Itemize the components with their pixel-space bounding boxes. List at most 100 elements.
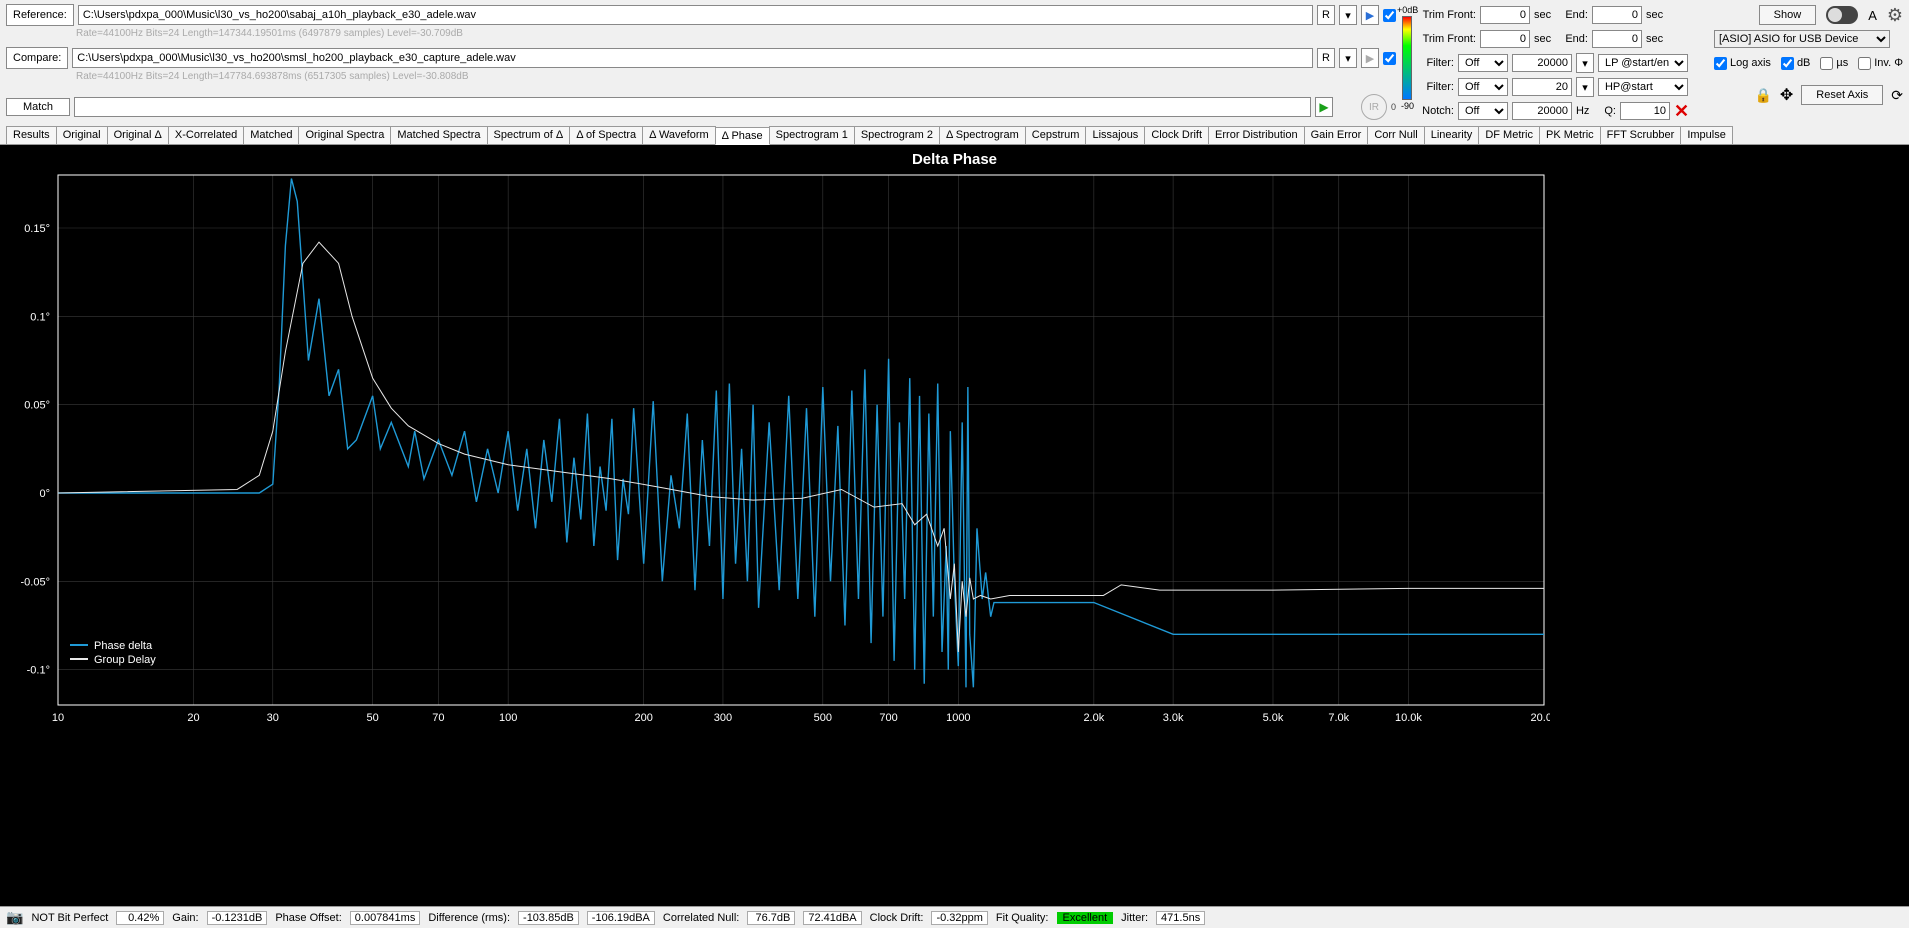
reference-dropdown-button[interactable]: ▾ — [1339, 5, 1357, 25]
theme-toggle[interactable] — [1826, 6, 1858, 24]
log-axis-checkbox[interactable]: Log axis — [1714, 57, 1771, 70]
compare-channel-button[interactable]: R — [1317, 48, 1335, 68]
us-checkbox[interactable]: µs — [1820, 57, 1848, 70]
tab-matched[interactable]: Matched — [243, 126, 299, 144]
svg-text:0.1°: 0.1° — [30, 311, 50, 323]
filter1-dropdown[interactable]: ▾ — [1576, 53, 1594, 73]
filter2-type-select[interactable]: HP@start — [1598, 78, 1688, 96]
ref-trim-end-input[interactable] — [1592, 6, 1642, 24]
inv-phi-checkbox[interactable]: Inv. Φ — [1858, 57, 1903, 70]
show-button[interactable]: Show — [1759, 5, 1817, 25]
tab-impulse[interactable]: Impulse — [1680, 126, 1733, 144]
match-button[interactable]: Match — [6, 98, 70, 116]
zero-degree-label: 0 — [1391, 102, 1396, 112]
tab-spectrogram-1[interactable]: Spectrogram 1 — [769, 126, 855, 144]
filter1-type-select[interactable]: LP @start/enc — [1598, 54, 1688, 72]
notch-clear-button[interactable]: ✕ — [1674, 101, 1689, 122]
svg-text:Phase delta: Phase delta — [94, 640, 153, 652]
tab--phase[interactable]: Δ Phase — [715, 127, 770, 145]
tab-gain-error[interactable]: Gain Error — [1304, 126, 1369, 144]
svg-text:100: 100 — [499, 712, 517, 724]
compare-play-button[interactable]: ▶ — [1361, 48, 1379, 68]
clock-drift-label: Clock Drift: — [870, 912, 924, 924]
corr2-value: 72.41dBA — [803, 911, 861, 925]
notch-mode-select[interactable]: Off — [1458, 102, 1508, 120]
diff1-value: -103.85dB — [518, 911, 579, 925]
q-value-input[interactable] — [1620, 102, 1670, 120]
tab-lissajous[interactable]: Lissajous — [1085, 126, 1145, 144]
chart-area[interactable]: Delta Phase -0.1°-0.05°0°0.05°0.1°0.15°1… — [0, 145, 1909, 906]
settings-icon[interactable]: ⚙ — [1887, 5, 1903, 26]
pct-value: 0.42% — [116, 911, 164, 925]
reference-label: Reference: — [6, 4, 74, 26]
fit-quality-value: Excellent — [1057, 912, 1114, 924]
compare-enable-checkbox[interactable] — [1383, 52, 1396, 65]
tab-original[interactable]: Original — [56, 126, 108, 144]
reference-channel-button[interactable]: R — [1317, 5, 1335, 25]
top-panel: Reference: R ▾ ▶ Rate=44100Hz Bits=24 Le… — [0, 0, 1909, 124]
svg-text:-0.1°: -0.1° — [27, 665, 50, 677]
match-input[interactable] — [74, 97, 1311, 117]
db-checkbox[interactable]: dB — [1781, 57, 1810, 70]
lock-icon[interactable]: 🔒 — [1754, 87, 1771, 104]
compare-meta: Rate=44100Hz Bits=24 Length=147784.69387… — [6, 71, 1396, 82]
gain-value: -0.1231dB — [207, 911, 268, 925]
tab-error-distribution[interactable]: Error Distribution — [1208, 126, 1305, 144]
tab-corr-null[interactable]: Corr Null — [1367, 126, 1424, 144]
compare-dropdown-button[interactable]: ▾ — [1339, 48, 1357, 68]
reference-row: Reference: R ▾ ▶ — [6, 4, 1396, 26]
tab-spectrogram-2[interactable]: Spectrogram 2 — [854, 126, 940, 144]
camera-icon[interactable]: 📷 — [6, 909, 23, 926]
filter1-mode-select[interactable]: Off — [1458, 54, 1508, 72]
reference-enable-checkbox[interactable] — [1383, 9, 1396, 22]
svg-text:0°: 0° — [39, 488, 50, 500]
svg-text:200: 200 — [634, 712, 652, 724]
cmp-trim-front-input[interactable] — [1480, 30, 1530, 48]
notch-value-input[interactable] — [1512, 102, 1572, 120]
corr-null-label: Correlated Null: — [663, 912, 739, 924]
reference-path-input[interactable] — [78, 5, 1313, 25]
tab--of-spectra[interactable]: Δ of Spectra — [569, 126, 643, 144]
tab-cepstrum[interactable]: Cepstrum — [1025, 126, 1087, 144]
tab-clock-drift[interactable]: Clock Drift — [1144, 126, 1209, 144]
a-label: A — [1868, 8, 1877, 23]
tab-results[interactable]: Results — [6, 126, 57, 144]
tab-linearity[interactable]: Linearity — [1424, 126, 1480, 144]
meter-top-label: +0dB — [1397, 5, 1418, 15]
match-play-button[interactable]: ▶ — [1315, 97, 1333, 117]
filter2-value-input[interactable] — [1512, 78, 1572, 96]
ir-button[interactable]: IR — [1361, 94, 1387, 120]
crosshair-icon[interactable]: ✥ — [1780, 85, 1793, 105]
filter1-value-input[interactable] — [1512, 54, 1572, 72]
filter2-dropdown[interactable]: ▾ — [1576, 77, 1594, 97]
phase-offset-value: 0.007841ms — [350, 911, 421, 925]
tab-matched-spectra[interactable]: Matched Spectra — [390, 126, 487, 144]
compare-path-input[interactable] — [72, 48, 1313, 68]
filter1-label: Filter: — [1422, 57, 1454, 69]
delta-phase-plot: -0.1°-0.05°0°0.05°0.1°0.15°1020305070100… — [0, 145, 1550, 735]
filter2-mode-select[interactable]: Off — [1458, 78, 1508, 96]
svg-text:-0.05°: -0.05° — [21, 576, 50, 588]
tab-original-[interactable]: Original Δ — [107, 126, 169, 144]
tab-pk-metric[interactable]: PK Metric — [1539, 126, 1601, 144]
notch-label: Notch: — [1422, 105, 1454, 117]
reload-icon[interactable]: ⟳ — [1891, 87, 1903, 104]
trim-front-label-2: Trim Front: — [1422, 33, 1476, 45]
svg-text:700: 700 — [879, 712, 897, 724]
reset-axis-button[interactable]: Reset Axis — [1801, 85, 1883, 105]
end-label-1: End: — [1560, 9, 1588, 21]
cmp-trim-end-input[interactable] — [1592, 30, 1642, 48]
ref-trim-front-input[interactable] — [1480, 6, 1530, 24]
tab--waveform[interactable]: Δ Waveform — [642, 126, 716, 144]
svg-text:500: 500 — [814, 712, 832, 724]
tab-original-spectra[interactable]: Original Spectra — [298, 126, 391, 144]
tab-spectrum-of-[interactable]: Spectrum of Δ — [487, 126, 571, 144]
fit-quality-label: Fit Quality: — [996, 912, 1049, 924]
audio-device-select[interactable]: [ASIO] ASIO for USB Device — [1714, 30, 1890, 48]
tab-x-correlated[interactable]: X-Correlated — [168, 126, 244, 144]
reference-play-button[interactable]: ▶ — [1361, 5, 1379, 25]
tab--spectrogram[interactable]: Δ Spectrogram — [939, 126, 1026, 144]
status-bar: 📷 NOT Bit Perfect 0.42% Gain: -0.1231dB … — [0, 906, 1909, 928]
tab-df-metric[interactable]: DF Metric — [1478, 126, 1540, 144]
tab-fft-scrubber[interactable]: FFT Scrubber — [1600, 126, 1682, 144]
